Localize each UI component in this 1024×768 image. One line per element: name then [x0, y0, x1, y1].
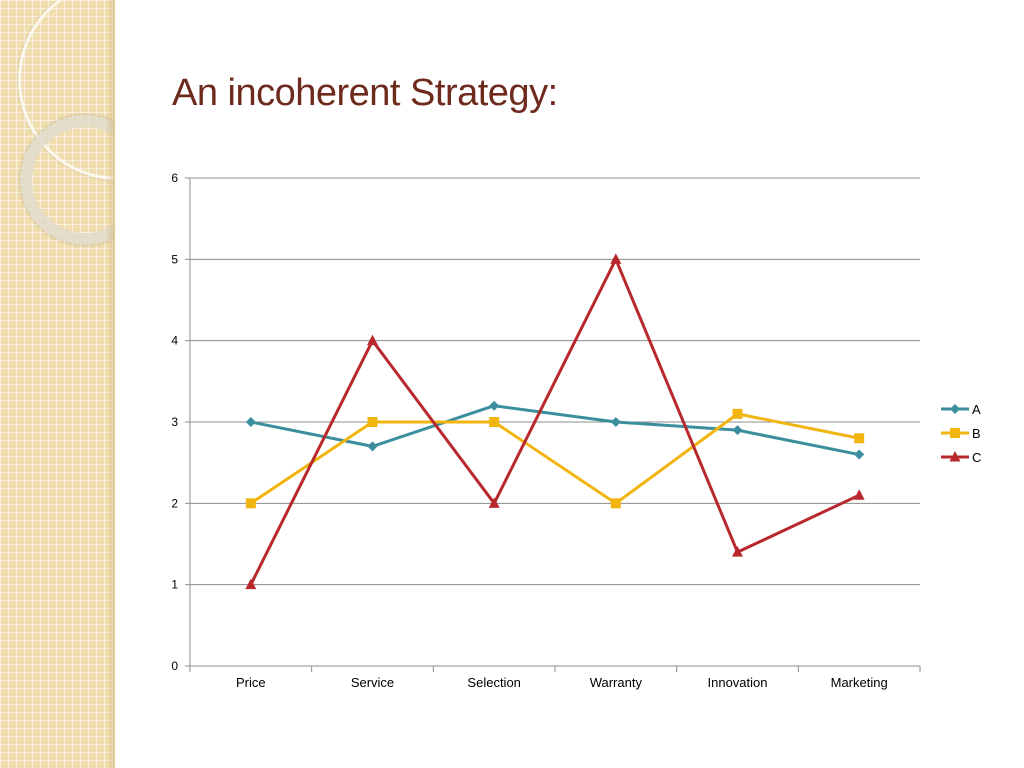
point-B-0 — [245, 498, 256, 509]
series-A — [245, 400, 865, 460]
series-line-A — [250, 404, 860, 457]
x-tick-label: Service — [351, 675, 394, 690]
point-C-3 — [610, 253, 622, 264]
point-C-2 — [488, 497, 500, 508]
y-tick-label: 2 — [171, 496, 178, 510]
legend-item-A: A — [940, 397, 981, 421]
point-B-4 — [732, 408, 743, 419]
point-C-1 — [367, 334, 378, 346]
y-tick-label: 6 — [171, 171, 178, 185]
legend-swatch-B — [941, 428, 969, 438]
decorative-side-panel — [0, 0, 115, 768]
point-A-2 — [489, 400, 500, 411]
series-line-B — [249, 412, 860, 505]
point-A-5 — [854, 449, 865, 460]
series-B — [245, 408, 865, 509]
series-line-C — [249, 257, 860, 586]
point-legend-B — [950, 428, 960, 438]
point-A-4 — [732, 425, 743, 436]
point-B-3 — [610, 498, 621, 509]
x-tick-label: Warranty — [590, 675, 643, 690]
legend-label: B — [972, 425, 981, 441]
point-C-4 — [732, 546, 743, 557]
legend-item-C: C — [940, 445, 981, 469]
point-B-2 — [489, 417, 500, 427]
point-B-1 — [367, 417, 378, 427]
x-tick-label: Price — [236, 675, 266, 690]
point-B-5 — [854, 433, 865, 444]
point-legend-A — [950, 404, 960, 414]
chart-series — [245, 253, 865, 590]
x-tick-label: Marketing — [831, 675, 888, 690]
x-tick-label: Selection — [467, 675, 520, 690]
point-C-5 — [853, 489, 865, 500]
y-tick-label: 4 — [171, 334, 178, 348]
legend-item-B: B — [940, 421, 981, 445]
y-tick-label: 0 — [171, 659, 178, 673]
y-tick-label: 3 — [171, 415, 178, 429]
legend-label: C — [972, 449, 982, 465]
point-A-1 — [367, 441, 378, 452]
series-C — [245, 253, 865, 590]
point-A-3 — [610, 417, 621, 427]
y-tick-label: 1 — [171, 578, 178, 592]
slide-title: An incoherent Strategy: — [172, 72, 558, 114]
point-C-0 — [245, 578, 257, 590]
legend-swatch-A — [941, 404, 969, 414]
legend-swatch-C — [941, 451, 969, 462]
y-tick-label: 5 — [171, 252, 178, 266]
side-panel-shade — [106, 0, 114, 768]
chart-gridlines — [190, 177, 920, 586]
legend-label: A — [972, 401, 981, 417]
x-tick-label: Innovation — [708, 675, 768, 690]
chart-axes: 0 1 2 3 4 5 6 Price Service Selection Warranty Inno… — [171, 171, 921, 690]
point-A-0 — [245, 417, 256, 427]
point-legend-C — [949, 451, 961, 462]
